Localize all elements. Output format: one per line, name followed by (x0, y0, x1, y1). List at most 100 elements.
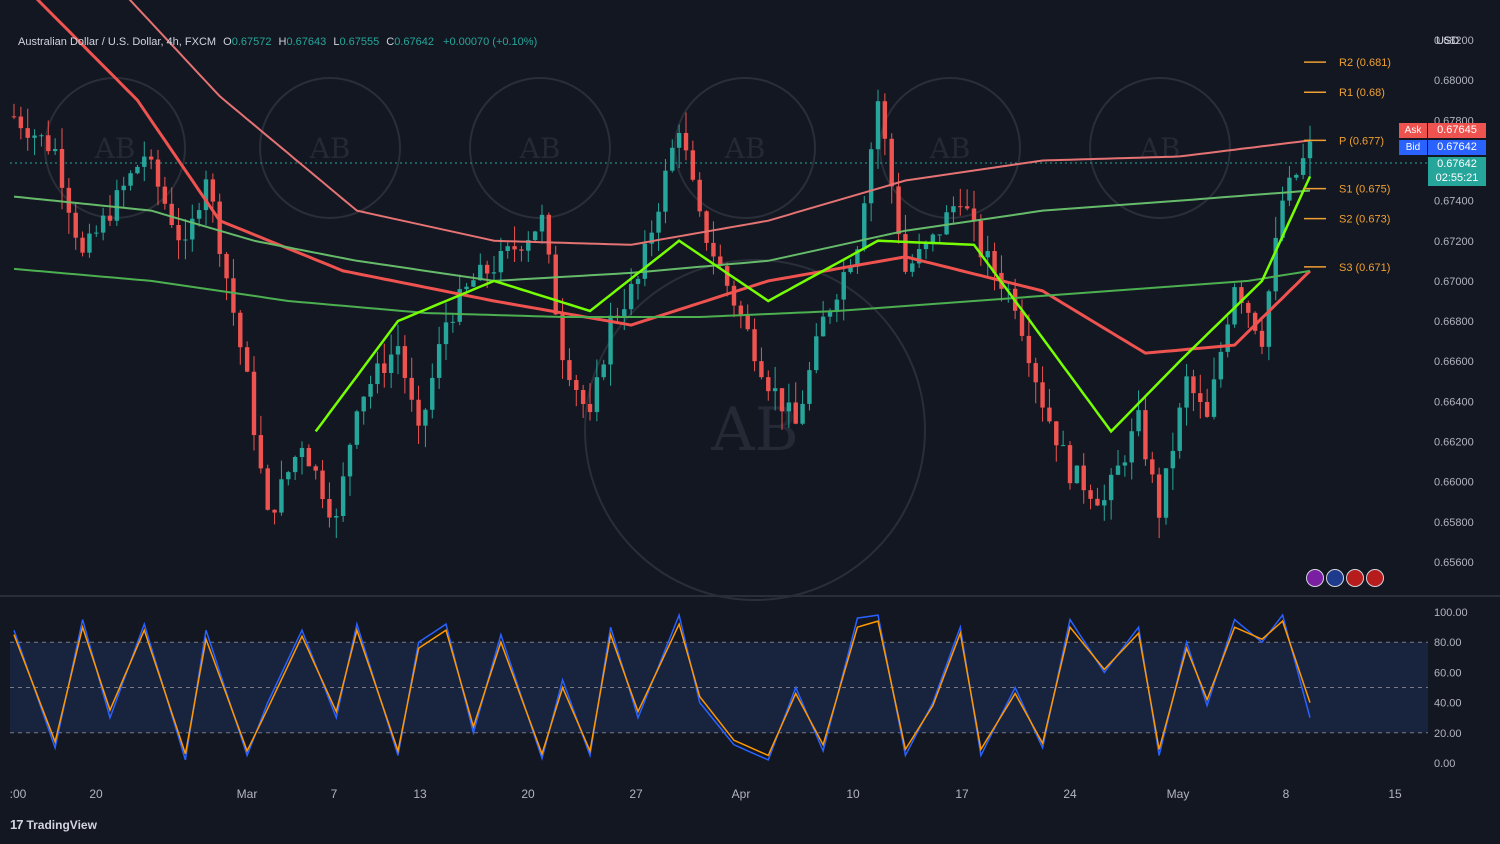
candle-body (1266, 291, 1272, 347)
candle-body (210, 179, 216, 202)
candle-body (1204, 401, 1210, 417)
bid-price: 0.67642 (1428, 140, 1486, 155)
candle-body (882, 101, 888, 139)
high-value: 0.67643 (286, 36, 327, 48)
candle-body (930, 234, 936, 243)
candle-body (560, 314, 565, 361)
us-flag-icon-2[interactable] (1366, 569, 1384, 587)
candle-body (1067, 445, 1073, 484)
currency-label: USD (1436, 35, 1460, 47)
candle-body (546, 214, 552, 255)
time-axis-label: 15 (1388, 787, 1402, 801)
candle-body (752, 329, 757, 362)
close-value: 0.67642 (394, 36, 434, 48)
watermark-circle (259, 77, 401, 219)
low-label: L (333, 36, 340, 48)
pivot-levels: R2 (0.681) R1 (0.68) P (0.677) S1 (0.675) S2… (1304, 57, 1391, 274)
pivot-label: S2 (0.673) (1339, 214, 1390, 226)
stochastic-pane (10, 612, 1428, 762)
candle-body (868, 149, 874, 204)
candle-body (519, 249, 524, 251)
stoch-axis-label: 80.00 (1434, 637, 1462, 649)
candle-body (505, 246, 510, 252)
candle-body (368, 384, 373, 397)
pivot-label: R2 (0.681) (1339, 57, 1391, 69)
candle-body (992, 251, 997, 273)
candle-body (1300, 158, 1306, 175)
candle-body (820, 316, 826, 337)
candle-body (190, 218, 195, 240)
candle-body (340, 476, 346, 516)
last-price: 0.67642 (1428, 157, 1486, 172)
candle-body (450, 321, 456, 323)
event-flags[interactable] (1306, 569, 1384, 587)
watermark-text: AB (94, 132, 136, 165)
candle-body (306, 447, 312, 467)
candle-body (107, 215, 113, 221)
candle-body (683, 132, 689, 151)
candle-body (94, 232, 99, 234)
candle-body (896, 186, 901, 235)
candle-body (772, 388, 778, 392)
candle-body (944, 212, 949, 235)
candle-body (1102, 500, 1107, 506)
watermark-text: AB (929, 132, 971, 165)
candle-body (313, 466, 318, 471)
candle-body (862, 203, 867, 250)
overbought-oversold-band (10, 642, 1428, 733)
time-axis-label: 10 (846, 787, 860, 801)
candle-body (663, 170, 668, 212)
candle-body (183, 239, 188, 241)
candle-body (910, 263, 915, 272)
candle-body (395, 346, 401, 355)
candle-body (601, 364, 606, 378)
candle-body (402, 346, 408, 378)
au-flag-icon[interactable] (1326, 569, 1344, 587)
time-axis-label: 24 (1063, 787, 1077, 801)
candle-body (169, 203, 174, 226)
candle-body (478, 264, 483, 281)
candle-body (978, 220, 984, 258)
candle-body (361, 396, 366, 412)
candle-body (1273, 237, 1278, 292)
candle-body (841, 272, 846, 300)
candle-body (670, 147, 675, 171)
candle-body (292, 456, 298, 473)
candle-body (100, 215, 106, 233)
candle-body (1232, 287, 1237, 325)
stoch-axis-label: 0.00 (1434, 758, 1455, 770)
candle-body (1054, 421, 1059, 446)
candle-body (1191, 376, 1196, 394)
candle-body (142, 156, 147, 167)
price-axis-label: 0.66800 (1434, 316, 1474, 328)
candle-body (162, 186, 168, 204)
candle-body (985, 251, 990, 258)
watermark-text: AB (710, 395, 798, 465)
price-axis-label: 0.68200 (1434, 35, 1474, 47)
candle-body (148, 156, 154, 160)
moving-average-line (35, 0, 1312, 355)
candle-body (436, 344, 442, 378)
candle-body (1218, 351, 1224, 380)
candle-body (258, 435, 264, 469)
watermark-text: AB (309, 132, 351, 165)
candle-body (937, 234, 942, 236)
lightning-icon[interactable] (1306, 569, 1324, 587)
tradingview-brand[interactable]: 17 TradingView (10, 817, 97, 832)
candle-body (347, 444, 353, 477)
price-axis-label: 0.66200 (1434, 436, 1474, 448)
candle-body (628, 283, 634, 310)
low-value: 0.67555 (339, 36, 380, 48)
us-flag-icon[interactable] (1346, 569, 1364, 587)
candle-body (1143, 410, 1148, 460)
candle-body (532, 231, 538, 241)
candle-body (272, 509, 277, 513)
watermark-text: AB (1139, 132, 1181, 165)
moving-average-line (128, 0, 1311, 246)
time-axis-label: :00 (10, 787, 27, 801)
candle-body (1006, 288, 1011, 290)
candle-body (971, 208, 977, 221)
candle-body (299, 447, 305, 457)
